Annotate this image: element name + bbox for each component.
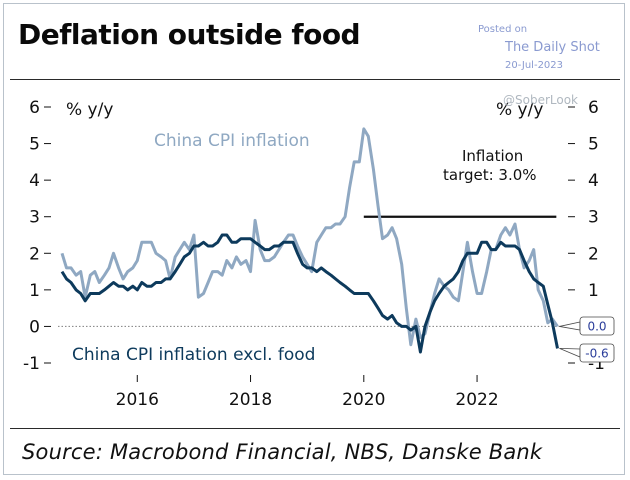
x-tick-label: 2018	[229, 390, 272, 410]
top-rule	[10, 79, 620, 80]
y-tick-left: 5	[29, 135, 40, 155]
watermark: @SoberLook	[503, 93, 578, 107]
end-label-pointer	[559, 321, 581, 331]
end-label-value: -0.6	[585, 347, 608, 361]
end-label-value: 0.0	[587, 320, 606, 334]
target-label-line1: Inflation	[462, 147, 523, 165]
x-tick-label: 2016	[116, 390, 159, 410]
series-label-china-cpi-excl-food: China CPI inflation excl. food	[72, 345, 315, 365]
end-label-box	[579, 343, 615, 363]
posted-date: 20-Jul-2023	[505, 60, 564, 71]
y-tick-left: 1	[29, 281, 40, 301]
posted-label: Posted on	[478, 24, 528, 35]
end-label-pointer	[559, 347, 581, 358]
chart-title: Deflation outside food	[18, 18, 361, 51]
y-tick-left: 2	[29, 244, 40, 264]
series-line-china-cpi-excl-food	[60, 233, 559, 354]
y-unit-left: % y/y	[66, 100, 113, 120]
x-tick-label: 2020	[342, 390, 385, 410]
y-axis-left: 6 5 4 3 2 1 0 -1	[23, 98, 51, 374]
end-labels: 0.0 -0.6	[559, 316, 615, 363]
y-tick-right: 3	[588, 208, 599, 228]
target-label-line2: target: 3.0%	[443, 166, 537, 184]
chart-frame	[3, 3, 625, 475]
y-tick-left: 6	[29, 98, 40, 118]
y-tick-right: 2	[588, 244, 599, 264]
y-tick-right: 5	[588, 135, 599, 155]
end-label-box	[579, 316, 615, 336]
publisher-label: The Daily Shot	[505, 40, 600, 55]
y-tick-left: 3	[29, 208, 40, 228]
x-tick-label: 2022	[455, 390, 498, 410]
y-unit-right: % y/y	[496, 100, 543, 120]
bottom-rule	[10, 428, 620, 429]
y-tick-left: 4	[29, 171, 40, 191]
y-tick-right: 6	[588, 98, 599, 118]
source-note: Source: Macrobond Financial, NBS, Danske…	[22, 440, 543, 464]
y-tick-left: 0	[29, 317, 40, 337]
y-tick-right: 4	[588, 171, 599, 191]
y-tick-right: 1	[588, 281, 599, 301]
x-axis: 2016 2018 2020 2022	[116, 375, 499, 410]
series-label-china-cpi: China CPI inflation	[154, 131, 310, 151]
y-tick-left: -1	[23, 354, 40, 374]
